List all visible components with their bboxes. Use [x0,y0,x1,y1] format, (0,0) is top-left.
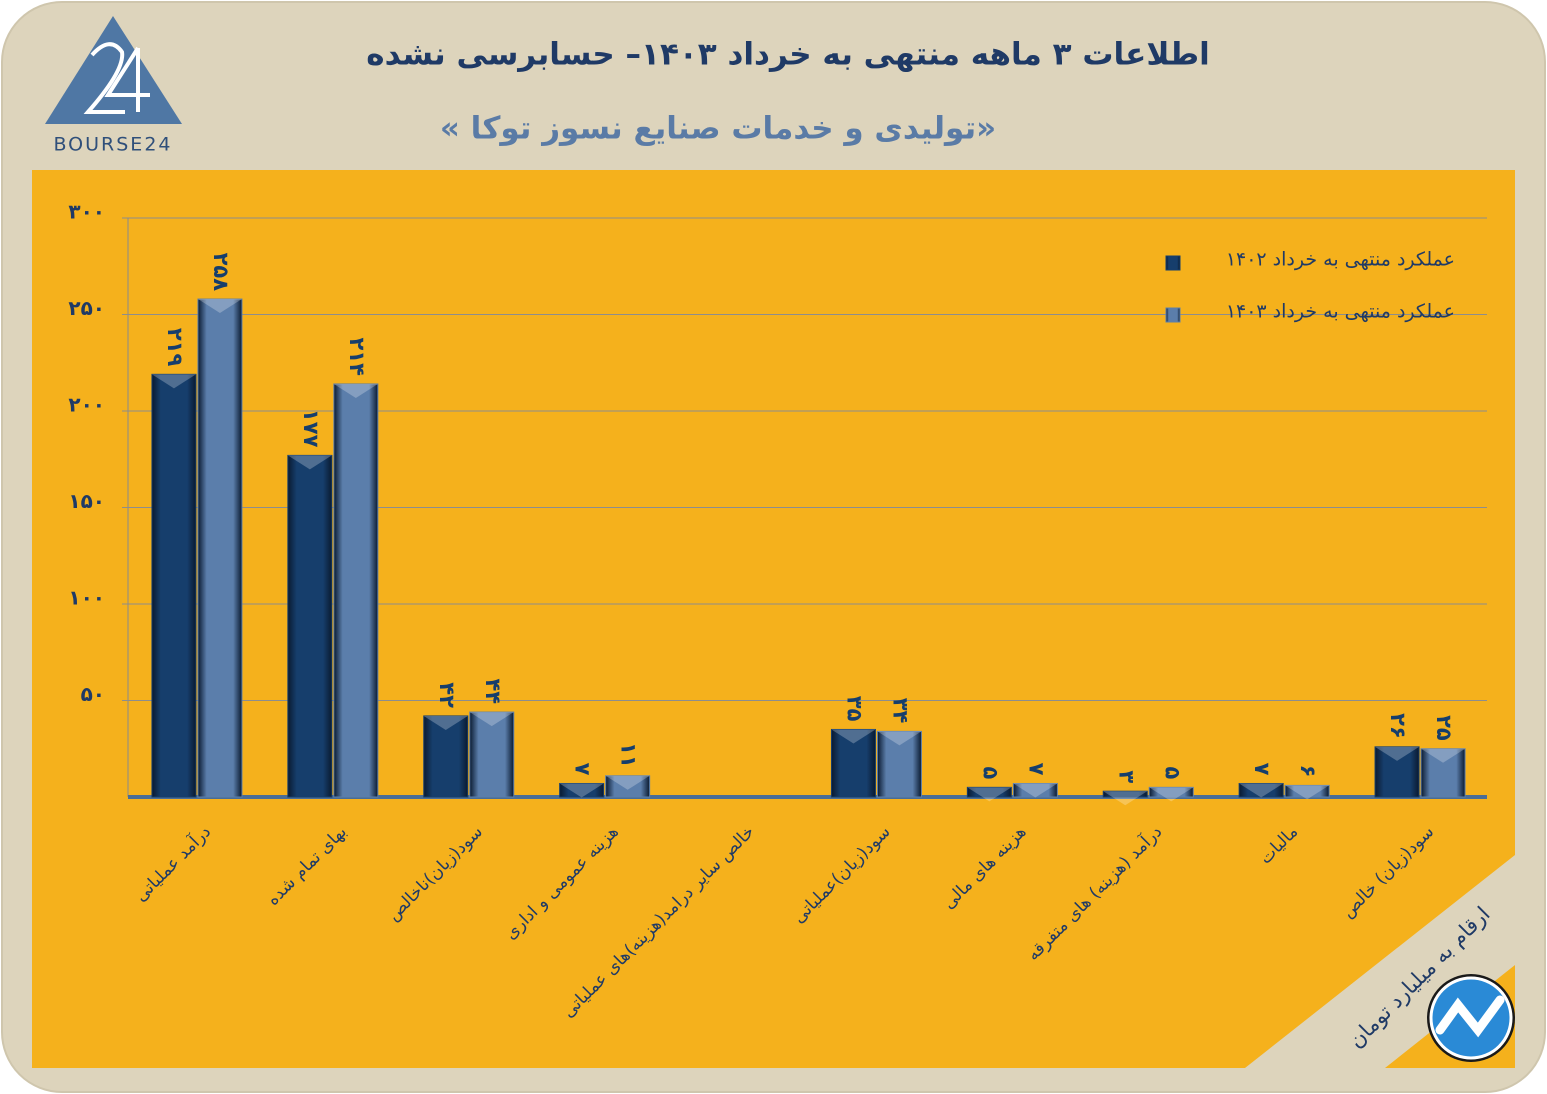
chart-subtitle: «تولیدی و خدمات صنایع نسوز توکا » [440,111,996,147]
legend-label: عملکرد منتهی به خرداد ۱۴۰۳ [1226,301,1455,323]
value-label: ۲۱۹ [163,328,187,367]
chart-title: اطلاعات ۳ ماهه منتهی به خرداد ۱۴۰۳– حساب… [366,37,1209,73]
logo-digits [83,42,150,114]
badge-icon [1435,995,1505,1038]
value-label: ۶ [1296,765,1320,778]
y-tick-label: ۵۰ [81,682,105,706]
value-label: ۲۵۸ [209,253,233,292]
legend-label: عملکرد منتهی به خرداد ۱۴۰۲ [1226,249,1455,271]
legend-marker [1165,255,1181,271]
plot-panel [32,170,1515,1068]
bar [876,730,922,798]
y-tick-label: ۱۰۰ [68,586,105,610]
bar [1148,786,1194,798]
value-label: ۳۵ [842,696,866,722]
bar [966,786,1012,798]
value-label: ۷ [571,763,595,776]
y-tick-label: ۱۵۰ [68,489,105,513]
bar [1374,746,1420,798]
value-label: ۳ [1114,770,1138,783]
bar [1420,748,1466,798]
bar [605,775,651,798]
value-label: ۷ [1024,763,1048,776]
bar [1238,782,1284,798]
bar [287,454,333,798]
value-label: ۲۵ [1432,715,1456,741]
legend-marker [1165,307,1181,323]
value-label: ۳۴ [888,698,912,724]
value-label: ۵ [1160,767,1184,780]
value-label: ۷ [1250,763,1274,776]
y-tick-label: ۳۰۰ [68,200,105,224]
bar [423,715,469,798]
bar [333,383,379,798]
value-label: ۲۱۴ [345,338,369,377]
bar [197,298,243,798]
bar [1012,782,1058,798]
value-label: ۲۶ [1386,713,1410,739]
logo-text: BOURSE24 [53,134,172,156]
value-label: ۵ [978,767,1002,780]
bar [469,711,515,798]
value-label: ۱۷۷ [299,409,323,448]
bar [1102,790,1148,798]
bar [151,373,197,798]
y-tick-label: ۲۵۰ [68,296,105,320]
value-label: ۴۴ [481,678,505,704]
bar [559,782,605,798]
bar [830,728,876,798]
y-tick-label: ۲۰۰ [68,393,105,417]
value-label: ۴۲ [435,682,459,708]
bar [1284,784,1330,798]
value-label: ۱۱ [617,742,641,768]
